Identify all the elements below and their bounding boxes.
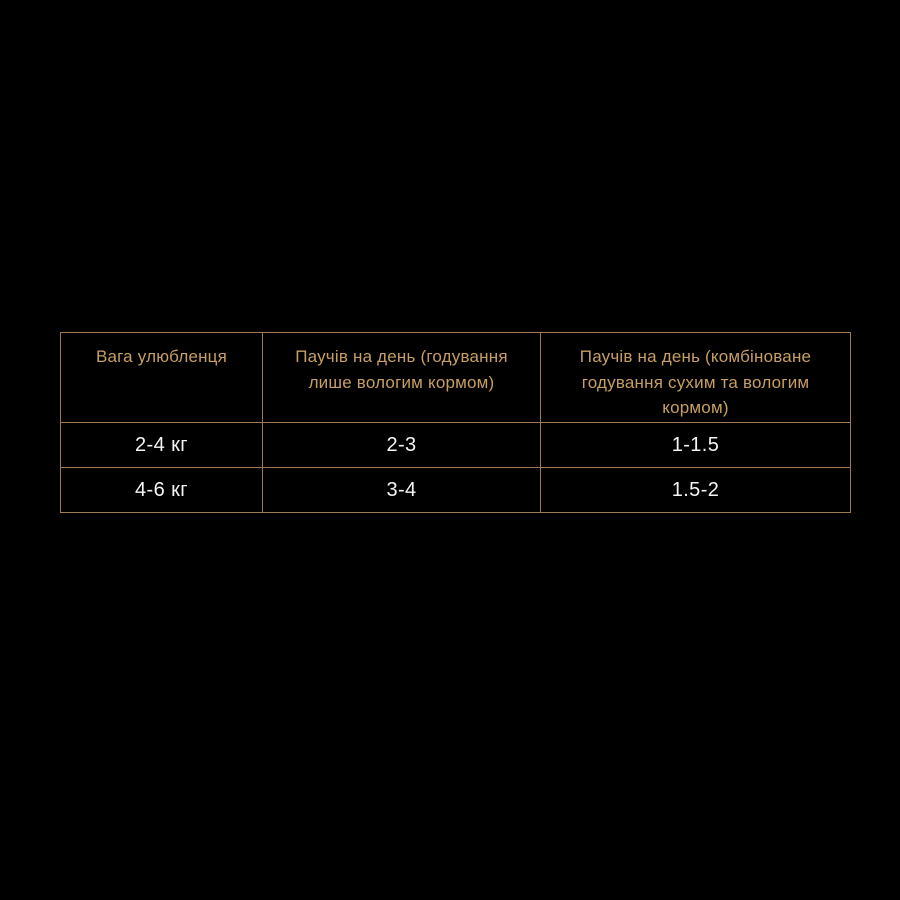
cell-weight-range: 4-6 кг [60,467,263,513]
column-header-pouches-wet-only: Паучів на день (годування лише вологим к… [262,332,541,423]
cell-weight-range: 2-4 кг [60,422,263,468]
column-header-pet-weight: Вага улюбленця [60,332,263,423]
cell-pouches-combined: 1.5-2 [540,467,851,513]
table-header-row: Вага улюбленця Паучів на день (годування… [60,332,851,423]
column-header-pouches-combined: Паучів на день (комбіноване годування су… [540,332,851,423]
feeding-table: Вага улюбленця Паучів на день (годування… [60,332,851,513]
cell-pouches-wet-only: 3-4 [262,467,541,513]
table-row: 2-4 кг 2-3 1-1.5 [60,422,851,468]
feeding-table-container: Вага улюбленця Паучів на день (годування… [60,332,851,513]
cell-pouches-combined: 1-1.5 [540,422,851,468]
table-row: 4-6 кг 3-4 1.5-2 [60,467,851,513]
cell-pouches-wet-only: 2-3 [262,422,541,468]
